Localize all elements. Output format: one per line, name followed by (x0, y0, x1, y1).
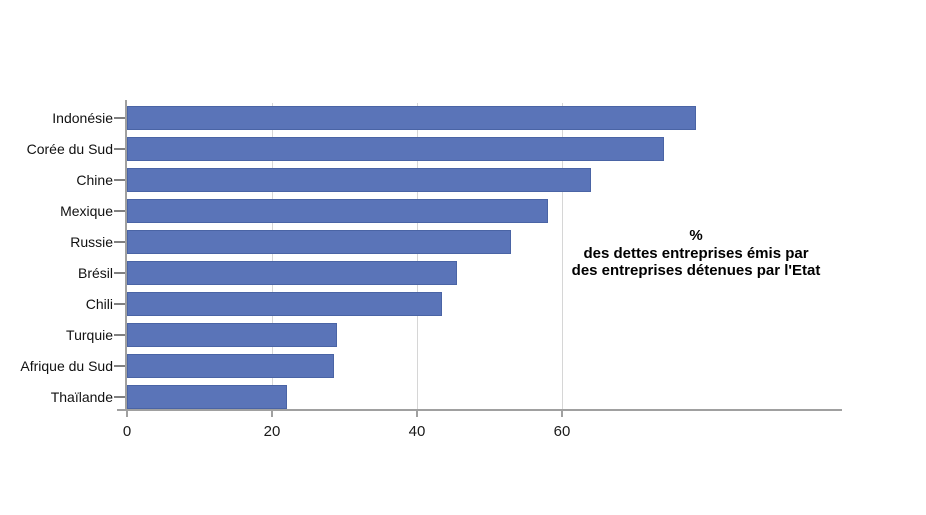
category-label: Indonésie (52, 110, 113, 126)
bar (127, 137, 664, 161)
x-axis-line (117, 409, 842, 411)
category-label: Russie (70, 234, 113, 250)
category-label: Chili (85, 296, 113, 312)
category-tick-mark (114, 365, 126, 367)
chart-annotation: % des dettes entreprises émis par des en… (546, 227, 846, 280)
y-axis-line (125, 100, 127, 411)
category-label: Corée du Sud (26, 141, 113, 157)
x-axis-tick-label: 0 (122, 423, 132, 440)
category-tick-mark (114, 303, 126, 305)
bar (127, 261, 457, 285)
annotation-line-percent: % (689, 227, 703, 244)
category-tick-mark (114, 241, 126, 243)
bar (127, 199, 548, 223)
bar (127, 354, 334, 378)
category-label: Mexique (60, 203, 113, 219)
vertical-gridline (417, 103, 418, 410)
category-tick-mark (114, 179, 126, 181)
category-tick-mark (114, 117, 126, 119)
x-axis-tick-label: 40 (408, 423, 426, 440)
vertical-gridline (272, 103, 273, 410)
category-tick-mark (114, 272, 126, 274)
category-label: Brésil (77, 265, 113, 281)
category-tick-mark (114, 210, 126, 212)
bar (127, 168, 591, 192)
category-label: Thaïlande (50, 389, 113, 405)
annotation-line-2: des entreprises détenues par l'Etat (571, 262, 821, 279)
x-axis-tick-mark (416, 411, 418, 417)
category-label: Chine (76, 172, 113, 188)
vertical-gridline (562, 103, 563, 410)
bar (127, 292, 443, 316)
category-label: Afrique du Sud (20, 358, 113, 374)
bar (127, 106, 697, 130)
category-tick-mark (114, 396, 126, 398)
x-axis-tick-label: 20 (263, 423, 281, 440)
category-tick-mark (114, 148, 126, 150)
x-axis-tick-mark (126, 411, 128, 417)
bar (127, 230, 512, 254)
x-axis-tick-mark (561, 411, 563, 417)
bar (127, 323, 338, 347)
category-label: Turquie (66, 327, 113, 343)
annotation-line-1: des dettes entreprises émis par (583, 244, 809, 262)
category-tick-mark (114, 334, 126, 336)
x-axis-tick-label: 60 (553, 423, 571, 440)
x-axis-tick-mark (271, 411, 273, 417)
bar (127, 385, 287, 409)
